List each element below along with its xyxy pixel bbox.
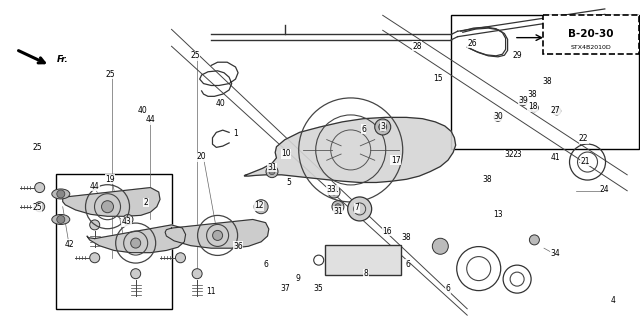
Circle shape xyxy=(348,197,372,221)
Text: 27: 27 xyxy=(550,106,561,115)
Text: 2: 2 xyxy=(143,198,148,207)
Text: 30: 30 xyxy=(493,112,503,121)
Text: 38: 38 xyxy=(527,90,538,99)
Ellipse shape xyxy=(52,214,70,225)
Circle shape xyxy=(529,235,540,245)
Text: 37: 37 xyxy=(280,284,290,293)
Polygon shape xyxy=(63,188,160,216)
Text: B-20-30: B-20-30 xyxy=(568,29,614,40)
Text: 9: 9 xyxy=(295,274,300,283)
Circle shape xyxy=(123,214,133,225)
Text: 38: 38 xyxy=(542,77,552,86)
Bar xyxy=(543,15,639,54)
Text: 31: 31 xyxy=(267,163,277,172)
Text: 6: 6 xyxy=(361,125,366,134)
Circle shape xyxy=(57,215,65,224)
Bar xyxy=(56,174,172,309)
Bar xyxy=(325,245,401,275)
Text: 6: 6 xyxy=(263,260,268,269)
Text: 26: 26 xyxy=(467,39,477,48)
Circle shape xyxy=(332,201,344,213)
Text: 25: 25 xyxy=(32,143,42,152)
Text: 32: 32 xyxy=(504,150,514,159)
Text: 31: 31 xyxy=(329,185,339,194)
Circle shape xyxy=(328,186,340,198)
Text: 33: 33 xyxy=(326,185,337,194)
Text: 41: 41 xyxy=(550,153,561,162)
Text: 38: 38 xyxy=(401,233,412,242)
Text: 25: 25 xyxy=(105,70,115,78)
Text: 16: 16 xyxy=(382,227,392,236)
Text: 1: 1 xyxy=(233,129,238,138)
Text: 6: 6 xyxy=(445,284,451,293)
Circle shape xyxy=(266,166,278,178)
Text: 44: 44 xyxy=(90,182,100,191)
Text: 24: 24 xyxy=(600,185,610,194)
Polygon shape xyxy=(165,219,269,248)
Circle shape xyxy=(379,123,387,131)
Ellipse shape xyxy=(52,189,70,199)
Text: 44: 44 xyxy=(145,115,156,124)
Polygon shape xyxy=(244,117,456,182)
Text: 40: 40 xyxy=(137,106,147,115)
Circle shape xyxy=(335,204,341,210)
Text: 42: 42 xyxy=(64,240,74,249)
Bar xyxy=(451,15,639,149)
Circle shape xyxy=(331,189,337,195)
Polygon shape xyxy=(87,225,186,253)
Circle shape xyxy=(433,238,448,254)
Text: 21: 21 xyxy=(581,157,590,166)
Text: 29: 29 xyxy=(512,51,522,60)
Circle shape xyxy=(494,113,502,122)
Text: 18: 18 xyxy=(528,102,537,111)
Text: 38: 38 xyxy=(483,175,493,184)
Circle shape xyxy=(102,201,113,213)
Text: 7: 7 xyxy=(355,204,360,212)
Text: 4: 4 xyxy=(611,296,616,305)
Text: 22: 22 xyxy=(579,134,588,143)
Circle shape xyxy=(212,230,223,241)
Text: 8: 8 xyxy=(364,269,369,278)
Text: 19: 19 xyxy=(105,175,115,184)
Text: 35: 35 xyxy=(314,284,324,293)
Text: STX4B2010D: STX4B2010D xyxy=(570,45,611,50)
Text: 3: 3 xyxy=(380,122,385,130)
Text: 6: 6 xyxy=(405,260,410,269)
Text: 10: 10 xyxy=(281,149,291,158)
Text: 13: 13 xyxy=(493,210,503,219)
Circle shape xyxy=(375,119,390,135)
Text: 34: 34 xyxy=(550,249,561,258)
Circle shape xyxy=(531,104,538,112)
Text: 11: 11 xyxy=(207,287,216,296)
Text: 15: 15 xyxy=(433,74,444,83)
Circle shape xyxy=(131,269,141,279)
Circle shape xyxy=(175,253,186,263)
Circle shape xyxy=(254,200,268,214)
Text: 23: 23 xyxy=(512,150,522,159)
Circle shape xyxy=(520,97,527,106)
Circle shape xyxy=(35,202,45,212)
Text: 12: 12 xyxy=(255,201,264,210)
Text: 36: 36 xyxy=(233,242,243,251)
Text: 17: 17 xyxy=(390,156,401,165)
Circle shape xyxy=(57,190,65,198)
Circle shape xyxy=(553,107,561,115)
Text: 25: 25 xyxy=(190,51,200,60)
Text: 20: 20 xyxy=(196,152,207,161)
Text: 40: 40 xyxy=(216,99,226,108)
Text: 31: 31 xyxy=(333,207,343,216)
Circle shape xyxy=(90,253,100,263)
Text: Fr.: Fr. xyxy=(56,55,68,64)
Circle shape xyxy=(90,220,100,230)
Text: 5: 5 xyxy=(287,178,292,187)
Circle shape xyxy=(35,182,45,193)
Text: 28: 28 xyxy=(413,42,422,51)
Circle shape xyxy=(131,238,141,248)
Circle shape xyxy=(192,269,202,279)
Text: 25: 25 xyxy=(32,204,42,212)
Circle shape xyxy=(269,169,275,174)
Text: 39: 39 xyxy=(518,96,529,105)
Text: 43: 43 xyxy=(122,217,132,226)
